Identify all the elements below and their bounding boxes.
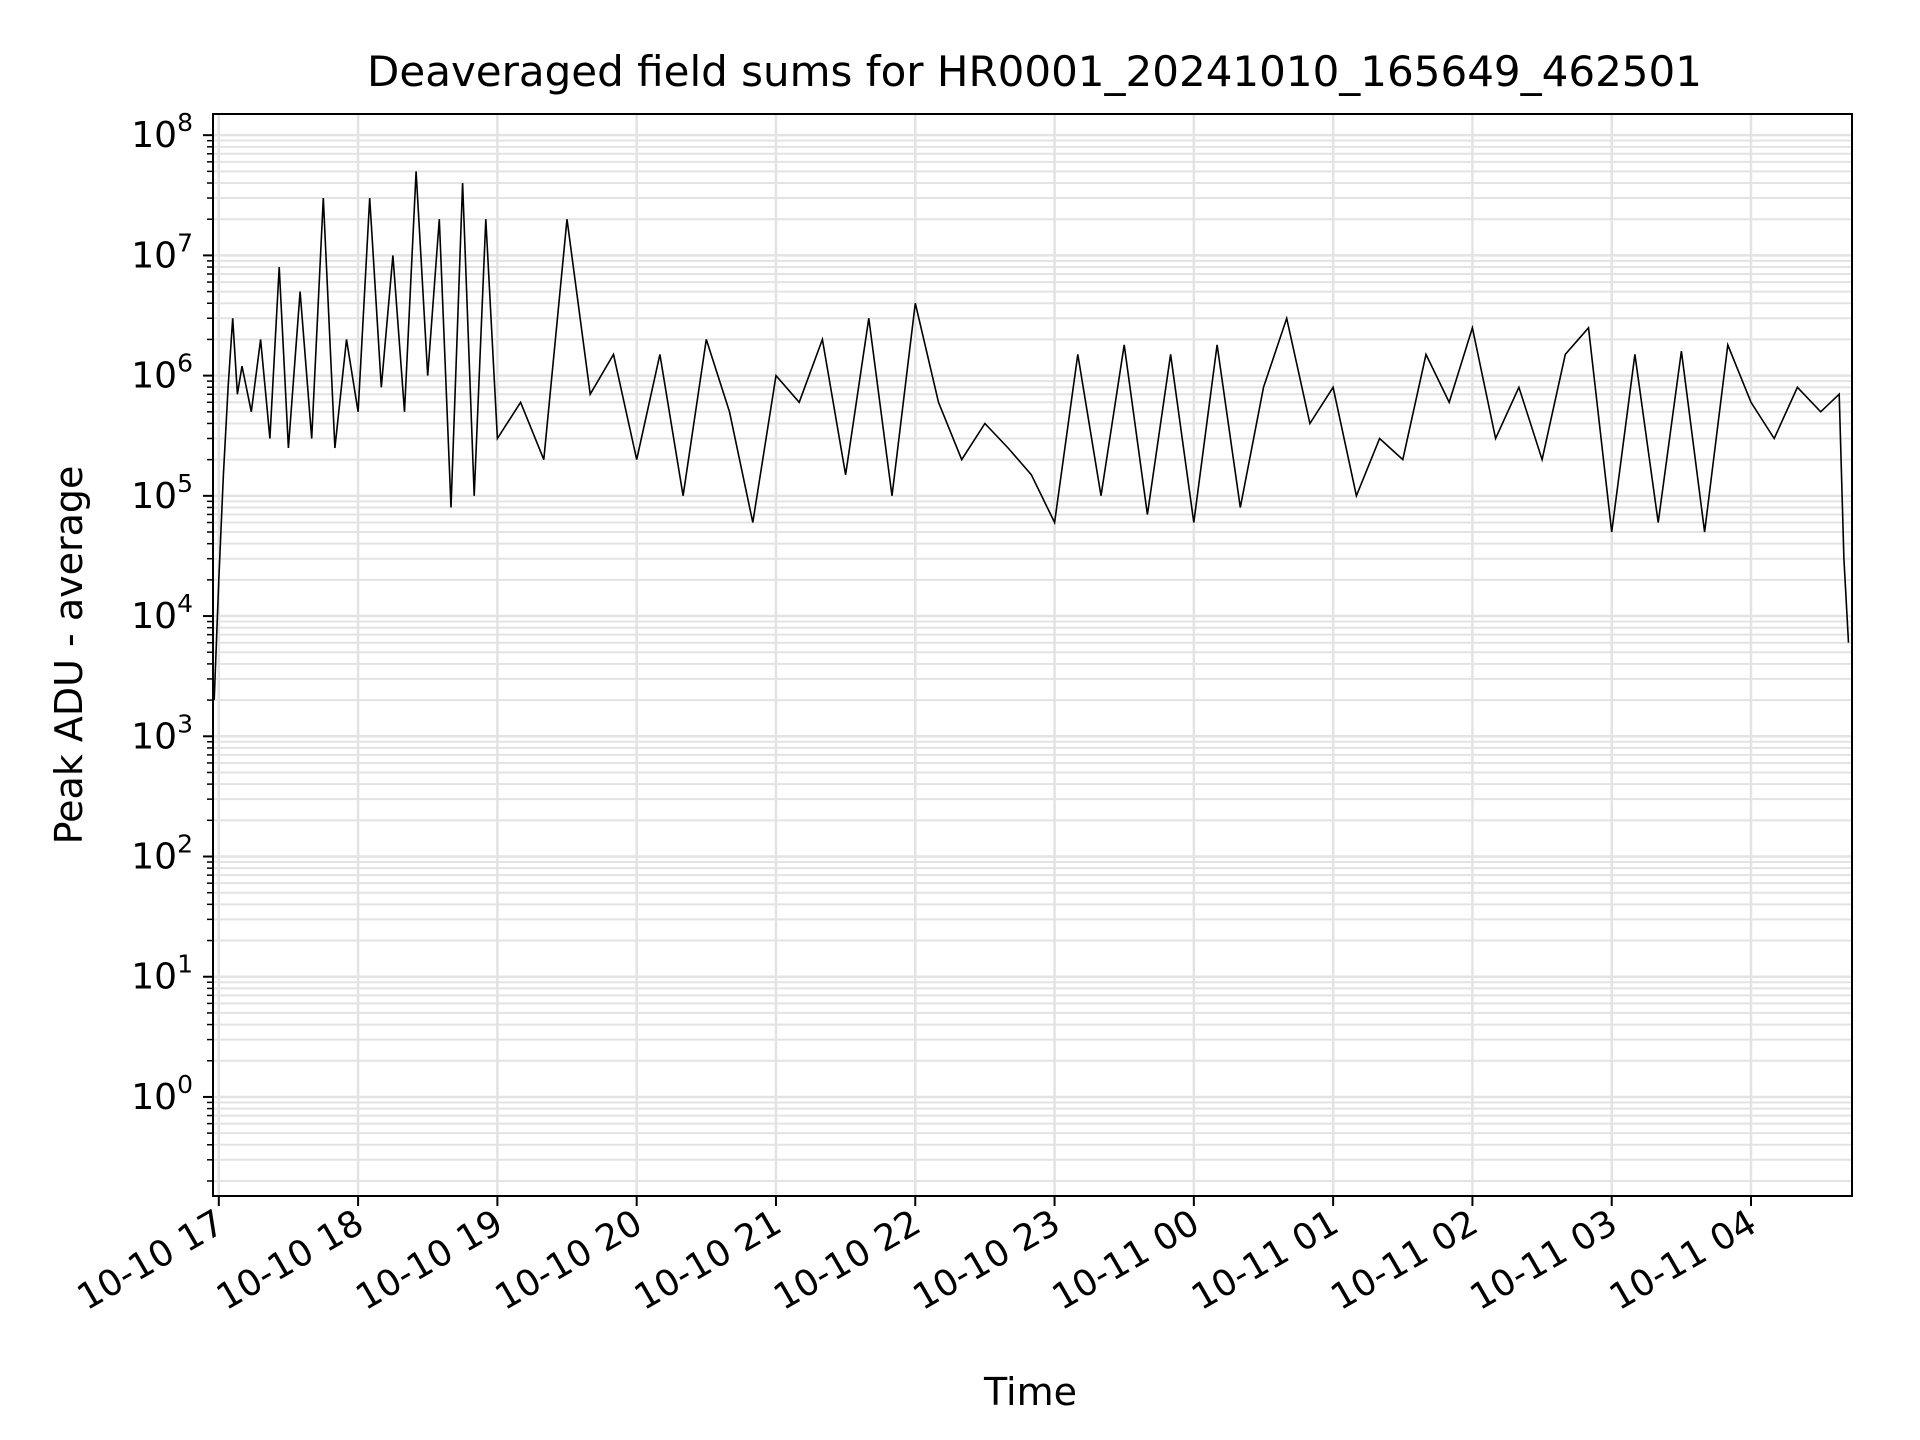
y-tick-label: 103 bbox=[131, 709, 193, 757]
y-tick-label: 105 bbox=[131, 469, 193, 517]
y-tick-label: 101 bbox=[131, 950, 193, 998]
y-tick-label: 104 bbox=[131, 589, 193, 637]
y-axis-label: Peak ADU - average bbox=[47, 466, 91, 845]
plot-layer bbox=[213, 171, 1850, 701]
y-tick-label: 108 bbox=[131, 108, 193, 156]
chart-title: Deaveraged field sums for HR0001_2024101… bbox=[367, 47, 1702, 96]
y-tick-label: 102 bbox=[131, 830, 193, 878]
plot-frame bbox=[212, 113, 1853, 1197]
y-tick-label: 106 bbox=[131, 349, 193, 397]
data-series-line bbox=[213, 171, 1850, 701]
y-tick-label: 100 bbox=[131, 1070, 193, 1118]
x-axis-label: Time bbox=[983, 1370, 1077, 1414]
grid-layer bbox=[213, 114, 1852, 1196]
y-tick-label: 107 bbox=[131, 228, 193, 276]
